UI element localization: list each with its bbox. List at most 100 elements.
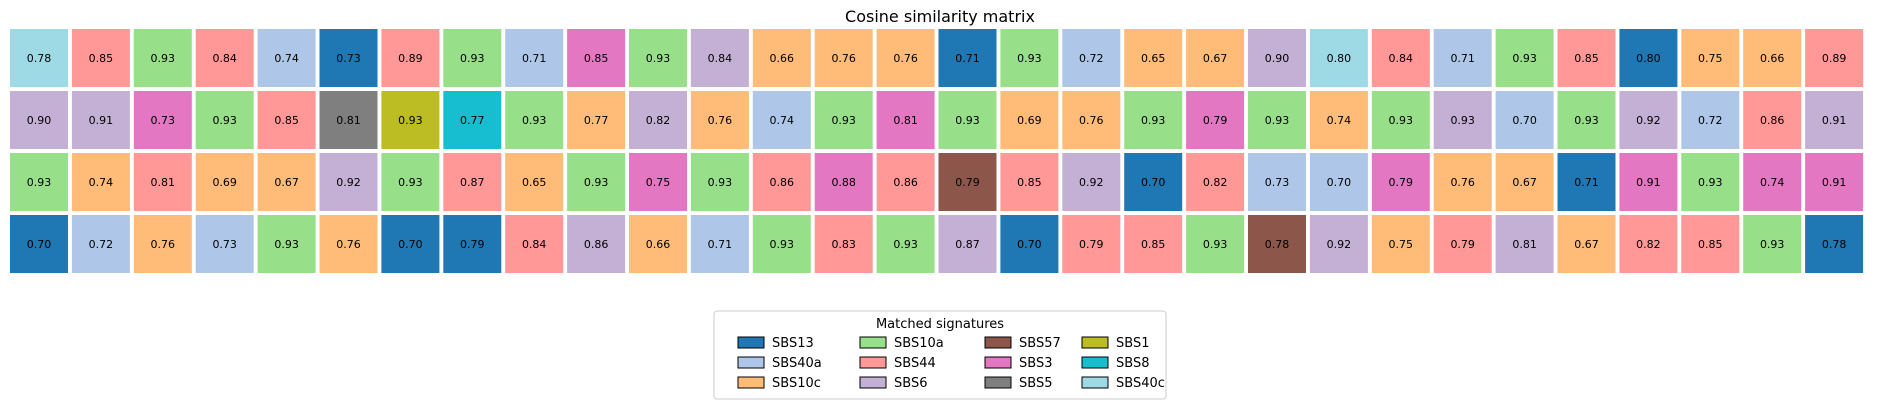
cell-value-label: 0.89 xyxy=(1822,52,1847,65)
cell-value-label: 0.78 xyxy=(1822,238,1847,251)
heatmap-cell xyxy=(1124,153,1183,211)
heatmap-cell xyxy=(71,91,130,149)
cell-value-label: 0.65 xyxy=(1141,52,1166,65)
heatmap-cell xyxy=(938,29,997,87)
heatmap-cell xyxy=(1681,153,1740,211)
heatmap-cell xyxy=(1619,29,1678,87)
cell-value-label: 0.74 xyxy=(770,114,795,127)
heatmap-cell xyxy=(443,153,502,211)
legend-swatch xyxy=(859,336,887,349)
heatmap-cell xyxy=(1743,215,1802,273)
legend: Matched signatures SBS13SBS40aSBS10cSBS1… xyxy=(713,310,1167,400)
heatmap-cell xyxy=(1805,215,1864,273)
heatmap-cell xyxy=(1000,153,1059,211)
cell-value-label: 0.74 xyxy=(1760,176,1785,189)
cell-value-label: 0.93 xyxy=(646,52,671,65)
heatmap-cell xyxy=(1805,153,1864,211)
legend-label: SBS10c xyxy=(772,376,821,391)
heatmap-cell xyxy=(1433,215,1492,273)
heatmap-cell xyxy=(1371,215,1430,273)
cell-value-label: 0.74 xyxy=(89,176,114,189)
heatmap-cell xyxy=(10,215,68,273)
heatmap-cell xyxy=(1309,29,1368,87)
cell-value-label: 0.76 xyxy=(151,238,176,251)
heatmap-cell xyxy=(257,153,316,211)
heatmap-cell xyxy=(1186,153,1245,211)
heatmap-cell xyxy=(1743,153,1802,211)
cell-value-label: 0.93 xyxy=(522,114,547,127)
legend-swatch xyxy=(1081,336,1109,349)
heatmap-cell xyxy=(690,153,749,211)
heatmap-cell xyxy=(629,29,687,87)
cell-value-label: 0.85 xyxy=(274,114,299,127)
heatmap-cell xyxy=(1309,215,1368,273)
cell-value-label: 0.88 xyxy=(831,176,856,189)
heatmap-cell xyxy=(443,215,502,273)
cell-value-label: 0.70 xyxy=(1141,176,1166,189)
cell-value-label: 0.86 xyxy=(584,238,609,251)
heatmap-cell xyxy=(1557,91,1616,149)
heatmap-cell xyxy=(876,153,935,211)
heatmap-cell xyxy=(752,215,811,273)
cell-value-label: 0.93 xyxy=(1698,176,1723,189)
cell-value-label: 0.79 xyxy=(1450,238,1475,251)
heatmap-cell xyxy=(1124,215,1183,273)
cell-value-label: 0.93 xyxy=(831,114,856,127)
cell-value-label: 0.87 xyxy=(955,238,980,251)
cell-value-label: 0.86 xyxy=(893,176,918,189)
heatmap-cell xyxy=(1186,215,1245,273)
cell-value-label: 0.91 xyxy=(1822,114,1847,127)
cell-value-label: 0.80 xyxy=(1636,52,1661,65)
cell-value-label: 0.93 xyxy=(584,176,609,189)
cell-value-label: 0.92 xyxy=(1636,114,1661,127)
heatmap-cell xyxy=(319,153,378,211)
heatmap-cell xyxy=(1805,29,1864,87)
heatmap-cell xyxy=(752,91,811,149)
heatmap-cell xyxy=(1309,153,1368,211)
cell-value-label: 0.81 xyxy=(151,176,176,189)
heatmap-cell xyxy=(1062,91,1121,149)
cell-value-label: 0.76 xyxy=(708,114,733,127)
heatmap-cell xyxy=(1681,215,1740,273)
heatmap-cell xyxy=(1062,215,1121,273)
heatmap-cell xyxy=(71,153,130,211)
cell-value-label: 0.93 xyxy=(460,52,485,65)
cell-value-label: 0.90 xyxy=(27,114,52,127)
cell-value-label: 0.90 xyxy=(1265,52,1290,65)
heatmap-cell xyxy=(1495,91,1554,149)
heatmap-cell xyxy=(1248,153,1306,211)
cell-value-label: 0.75 xyxy=(1389,238,1414,251)
cell-value-label: 0.91 xyxy=(89,114,114,127)
legend-swatch xyxy=(737,336,765,349)
heatmap-cell xyxy=(1000,29,1059,87)
cell-value-label: 0.93 xyxy=(1512,52,1537,65)
heatmap-cell xyxy=(814,215,873,273)
heatmap-cell xyxy=(876,91,935,149)
heatmap-cell xyxy=(1124,29,1183,87)
cell-value-label: 0.93 xyxy=(398,114,423,127)
cell-value-label: 0.71 xyxy=(955,52,980,65)
heatmap-cell xyxy=(1433,153,1492,211)
cell-value-label: 0.93 xyxy=(770,238,795,251)
cell-value-label: 0.72 xyxy=(1079,52,1104,65)
legend-label: SBS44 xyxy=(894,356,936,371)
heatmap-cell xyxy=(1495,29,1554,87)
cell-value-label: 0.76 xyxy=(1450,176,1475,189)
heatmap-cell xyxy=(257,91,316,149)
heatmap-cell xyxy=(381,153,440,211)
legend-label: SBS1 xyxy=(1116,336,1149,351)
heatmap-cell xyxy=(1557,215,1616,273)
cell-value-label: 0.78 xyxy=(27,52,52,65)
heatmap-cell xyxy=(1186,29,1245,87)
cell-value-label: 0.81 xyxy=(336,114,361,127)
cell-value-label: 0.86 xyxy=(1760,114,1785,127)
heatmap-cell xyxy=(443,91,502,149)
cell-value-label: 0.70 xyxy=(1327,176,1352,189)
chart-title: Cosine similarity matrix xyxy=(845,7,1035,26)
cell-value-label: 0.66 xyxy=(1760,52,1785,65)
legend-label: SBS10a xyxy=(894,336,944,351)
cell-value-label: 0.71 xyxy=(708,238,733,251)
heatmap-cell xyxy=(938,91,997,149)
cell-value-label: 0.79 xyxy=(460,238,485,251)
cell-value-label: 0.91 xyxy=(1636,176,1661,189)
